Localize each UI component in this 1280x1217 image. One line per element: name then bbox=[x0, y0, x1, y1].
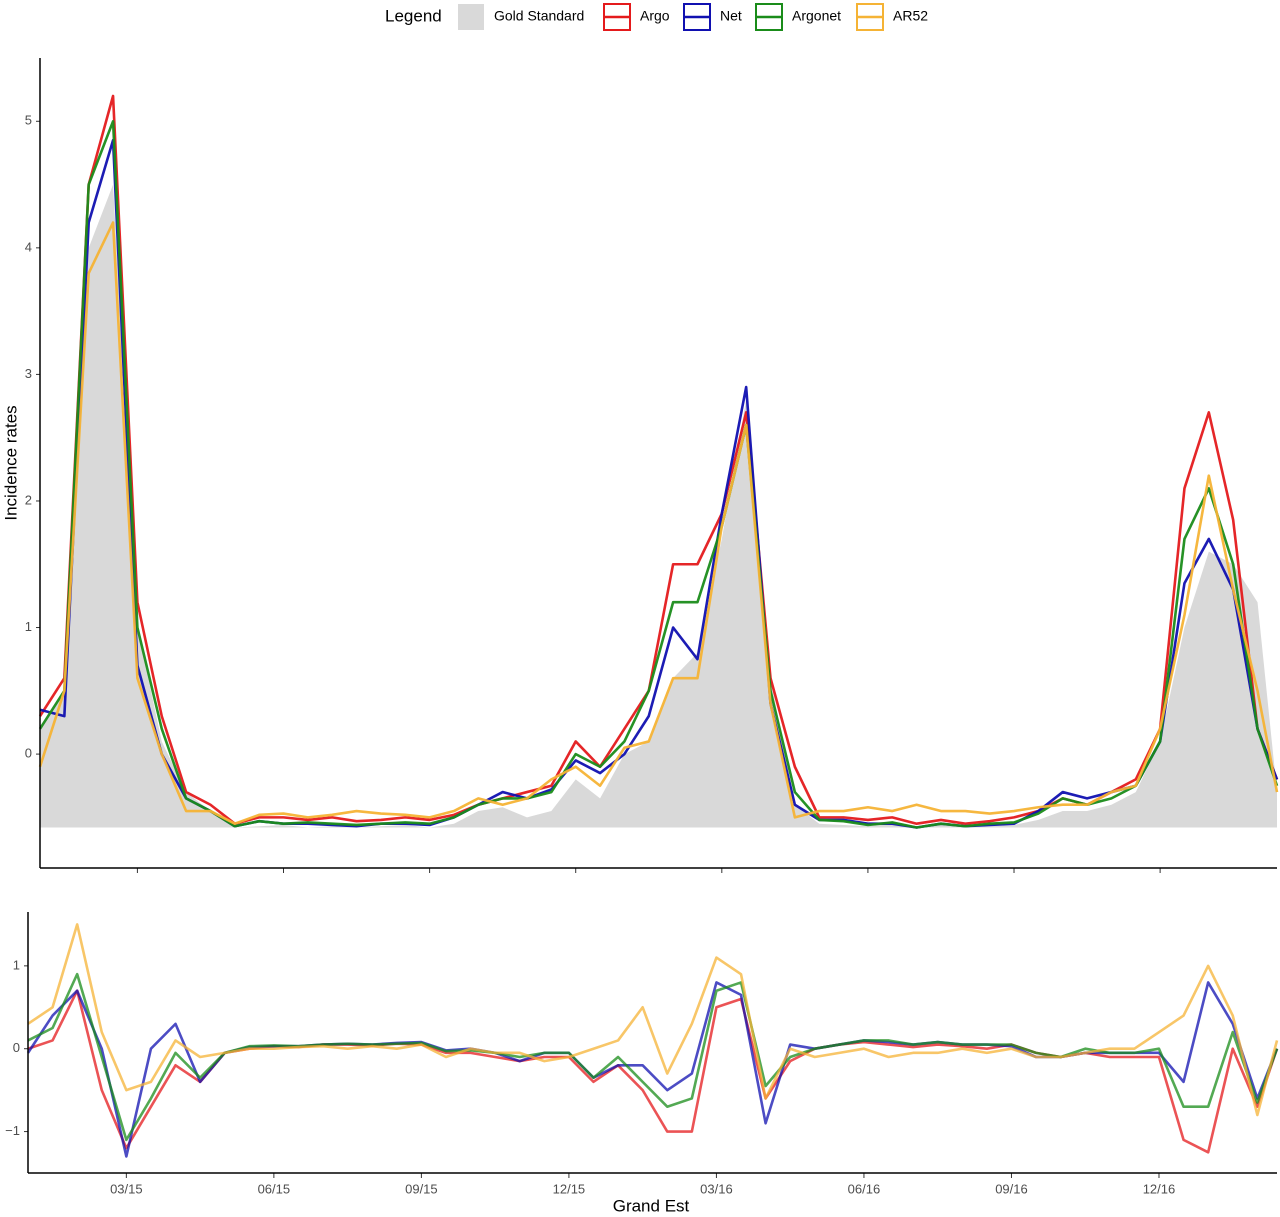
series-line bbox=[26, 981, 1279, 1158]
gold-area bbox=[40, 184, 1277, 828]
x-tick-label: 06/15 bbox=[258, 1181, 291, 1196]
series-line bbox=[38, 221, 1279, 826]
y-tick-label: 3 bbox=[25, 366, 32, 381]
series-line bbox=[38, 119, 1279, 829]
legend-label: Argo bbox=[640, 8, 670, 24]
x-tick-label: 12/16 bbox=[1143, 1181, 1176, 1196]
legend-label: Gold Standard bbox=[494, 8, 584, 24]
x-tick-label: 09/15 bbox=[405, 1181, 438, 1196]
legend-label: AR52 bbox=[893, 8, 928, 24]
series-line bbox=[27, 989, 1279, 1154]
legend-label: Argonet bbox=[792, 8, 841, 24]
series-line bbox=[27, 972, 1279, 1142]
y-tick-label: 1 bbox=[25, 619, 32, 634]
y-tick-label: −1 bbox=[5, 1123, 20, 1138]
x-tick-label: 03/15 bbox=[110, 1181, 143, 1196]
x-axis-title: Grand Est bbox=[613, 1196, 690, 1215]
y-tick-label: 0 bbox=[13, 1040, 20, 1055]
y-tick-label: 4 bbox=[25, 239, 32, 254]
legend-title: Legend bbox=[385, 6, 442, 25]
legend-key bbox=[458, 4, 484, 30]
series-line bbox=[27, 923, 1279, 1117]
y-tick-label: 0 bbox=[25, 746, 32, 761]
y-tick-label: 5 bbox=[25, 113, 32, 128]
x-tick-label: 09/16 bbox=[995, 1181, 1028, 1196]
x-tick-label: 12/15 bbox=[553, 1181, 586, 1196]
legend-label: Net bbox=[720, 8, 742, 24]
x-tick-label: 06/16 bbox=[848, 1181, 881, 1196]
y-tick-label: 2 bbox=[25, 492, 32, 507]
x-tick-label: 03/16 bbox=[700, 1181, 733, 1196]
y-tick-label: 1 bbox=[13, 957, 20, 972]
y-axis-title: Incidence rates bbox=[1, 405, 20, 520]
